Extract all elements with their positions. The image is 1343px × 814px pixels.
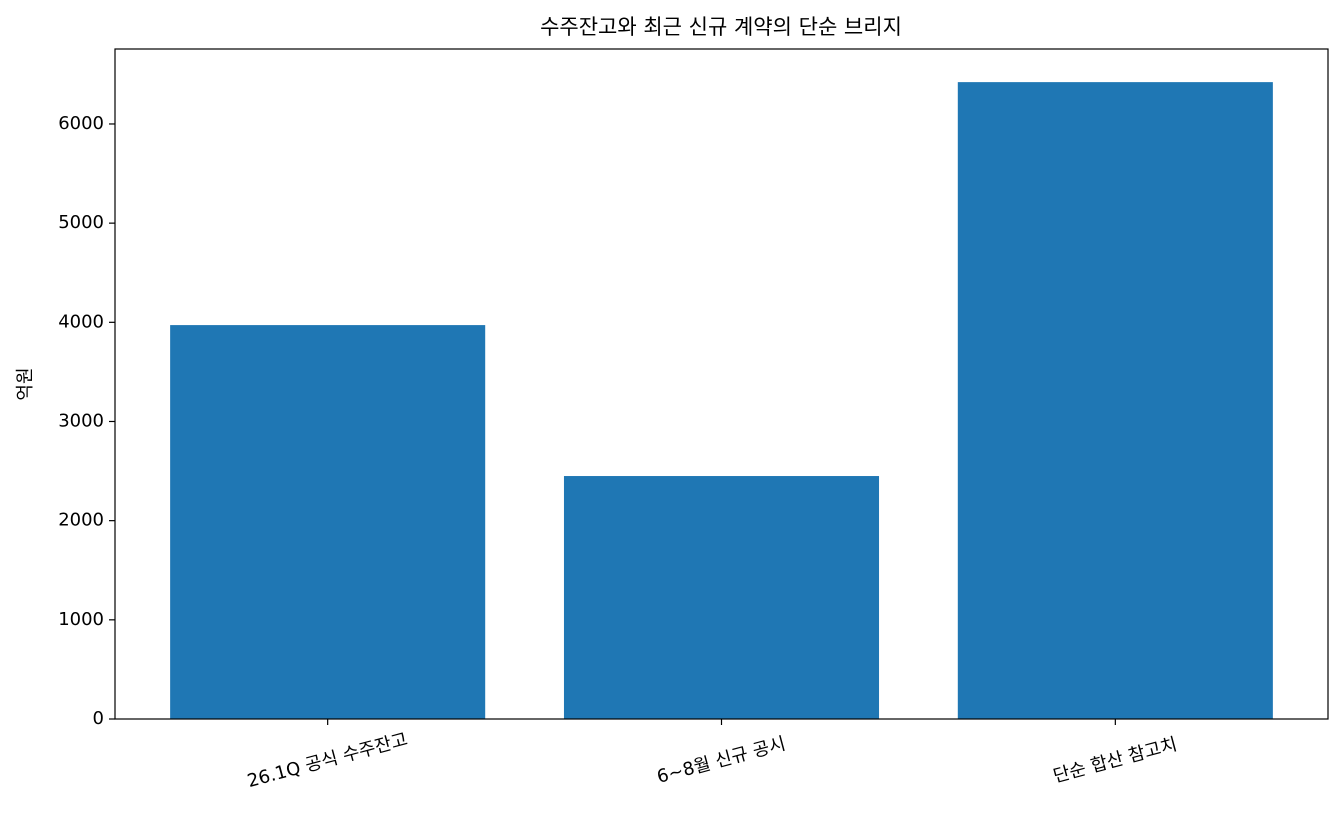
y-tick-label: 6000 — [58, 113, 104, 134]
bar — [957, 82, 1273, 719]
y-tick-label: 1000 — [58, 609, 104, 630]
y-tick-label: 4000 — [58, 311, 104, 332]
bar — [170, 325, 486, 719]
y-axis-label: 억원 — [15, 367, 36, 400]
y-tick-label: 3000 — [58, 410, 104, 431]
chart-title: 수주잔고와 최근 신규 계약의 단순 브리지 — [540, 15, 902, 39]
plot-frame — [114, 48, 1329, 720]
y-tick-label: 0 — [93, 708, 104, 729]
y-tick-label: 2000 — [58, 510, 104, 531]
bar — [563, 476, 880, 719]
y-tick-label: 5000 — [58, 212, 104, 233]
